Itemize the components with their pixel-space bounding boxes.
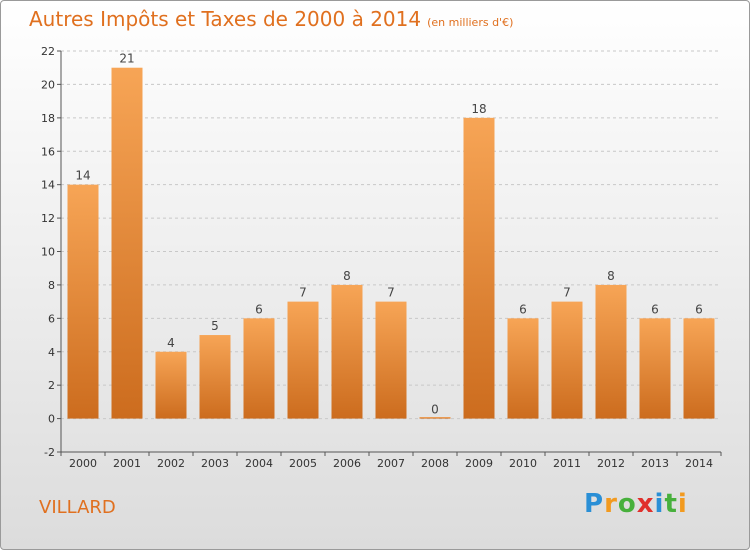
x-tick-label: 2006 <box>333 457 361 470</box>
x-tick-label: 2012 <box>597 457 625 470</box>
logo-letter: i <box>654 489 665 519</box>
bar-value-label: 4 <box>167 336 175 350</box>
bar <box>375 301 407 419</box>
chart-title-text: Autres Impôts et Taxes de 2000 à 2014 <box>29 7 422 31</box>
y-tick-label: 12 <box>41 212 55 225</box>
bar-value-label: 6 <box>651 302 659 316</box>
bar-value-label: 18 <box>471 102 486 116</box>
bar-value-label: 14 <box>75 169 90 183</box>
bar-value-label: 7 <box>563 286 571 300</box>
bar-value-label: 0 <box>431 403 439 417</box>
bar-value-label: 8 <box>607 269 615 283</box>
y-axis-ticks: -2 0 2 4 6 8 10 12 14 16 18 20 22 <box>41 45 61 459</box>
y-tick-label: -2 <box>44 446 55 459</box>
x-tick-label: 2014 <box>685 457 713 470</box>
bar-value-label: 8 <box>343 269 351 283</box>
bar <box>243 318 275 419</box>
bars: 14 21 4 5 6 7 8 7 0 18 6 7 8 6 6 <box>67 52 715 419</box>
bar <box>463 117 495 419</box>
y-tick-label: 16 <box>41 145 55 158</box>
x-tick-label: 2010 <box>509 457 537 470</box>
x-tick-label: 2004 <box>245 457 273 470</box>
commune-name: VILLARD <box>39 497 116 518</box>
x-axis-ticks: 2000 2001 2002 2003 2004 2005 2006 2007 2008 2009… <box>60 452 722 470</box>
bar-value-label: 6 <box>695 302 703 316</box>
logo-letter: o <box>617 489 637 519</box>
logo-letter: P <box>584 489 605 519</box>
logo-letter: t <box>664 489 678 519</box>
x-tick-label: 2002 <box>157 457 185 470</box>
x-tick-label: 2003 <box>201 457 229 470</box>
y-tick-label: 22 <box>41 45 55 58</box>
x-tick-label: 2013 <box>641 457 669 470</box>
chart-title: Autres Impôts et Taxes de 2000 à 2014 (en… <box>29 7 513 31</box>
bar <box>551 301 583 419</box>
logo-letter: i <box>677 489 688 519</box>
logo-letter: r <box>604 489 618 519</box>
x-tick-label: 2009 <box>465 457 493 470</box>
y-tick-label: 10 <box>41 246 55 259</box>
x-tick-label: 2000 <box>69 457 97 470</box>
proxiti-logo: Proxiti <box>584 489 688 519</box>
y-tick-label: 6 <box>48 312 55 325</box>
y-tick-label: 0 <box>48 413 55 426</box>
bar <box>419 417 451 419</box>
logo-letter: x <box>636 489 655 519</box>
bar <box>111 67 143 419</box>
y-tick-label: 8 <box>48 279 55 292</box>
bar-value-label: 7 <box>299 286 307 300</box>
y-tick-label: 14 <box>41 179 55 192</box>
bar <box>507 318 539 419</box>
bar <box>683 318 715 419</box>
x-tick-label: 2007 <box>377 457 405 470</box>
bar-value-label: 21 <box>119 52 134 66</box>
chart-subtitle: (en milliers d'€) <box>427 16 514 29</box>
y-tick-label: 20 <box>41 78 55 91</box>
x-tick-label: 2008 <box>421 457 449 470</box>
bar-value-label: 6 <box>519 302 527 316</box>
bar <box>155 351 187 419</box>
bar <box>639 318 671 419</box>
bar <box>287 301 319 419</box>
x-tick-label: 2001 <box>113 457 141 470</box>
bar <box>199 335 231 419</box>
y-tick-label: 18 <box>41 112 55 125</box>
bar <box>67 184 99 419</box>
bar-value-label: 6 <box>255 302 263 316</box>
y-tick-label: 4 <box>48 346 55 359</box>
x-tick-label: 2011 <box>553 457 581 470</box>
bar <box>595 284 627 419</box>
bar-value-label: 5 <box>211 319 219 333</box>
y-tick-label: 2 <box>48 379 55 392</box>
bar <box>331 284 363 419</box>
x-tick-label: 2005 <box>289 457 317 470</box>
bar-value-label: 7 <box>387 286 395 300</box>
